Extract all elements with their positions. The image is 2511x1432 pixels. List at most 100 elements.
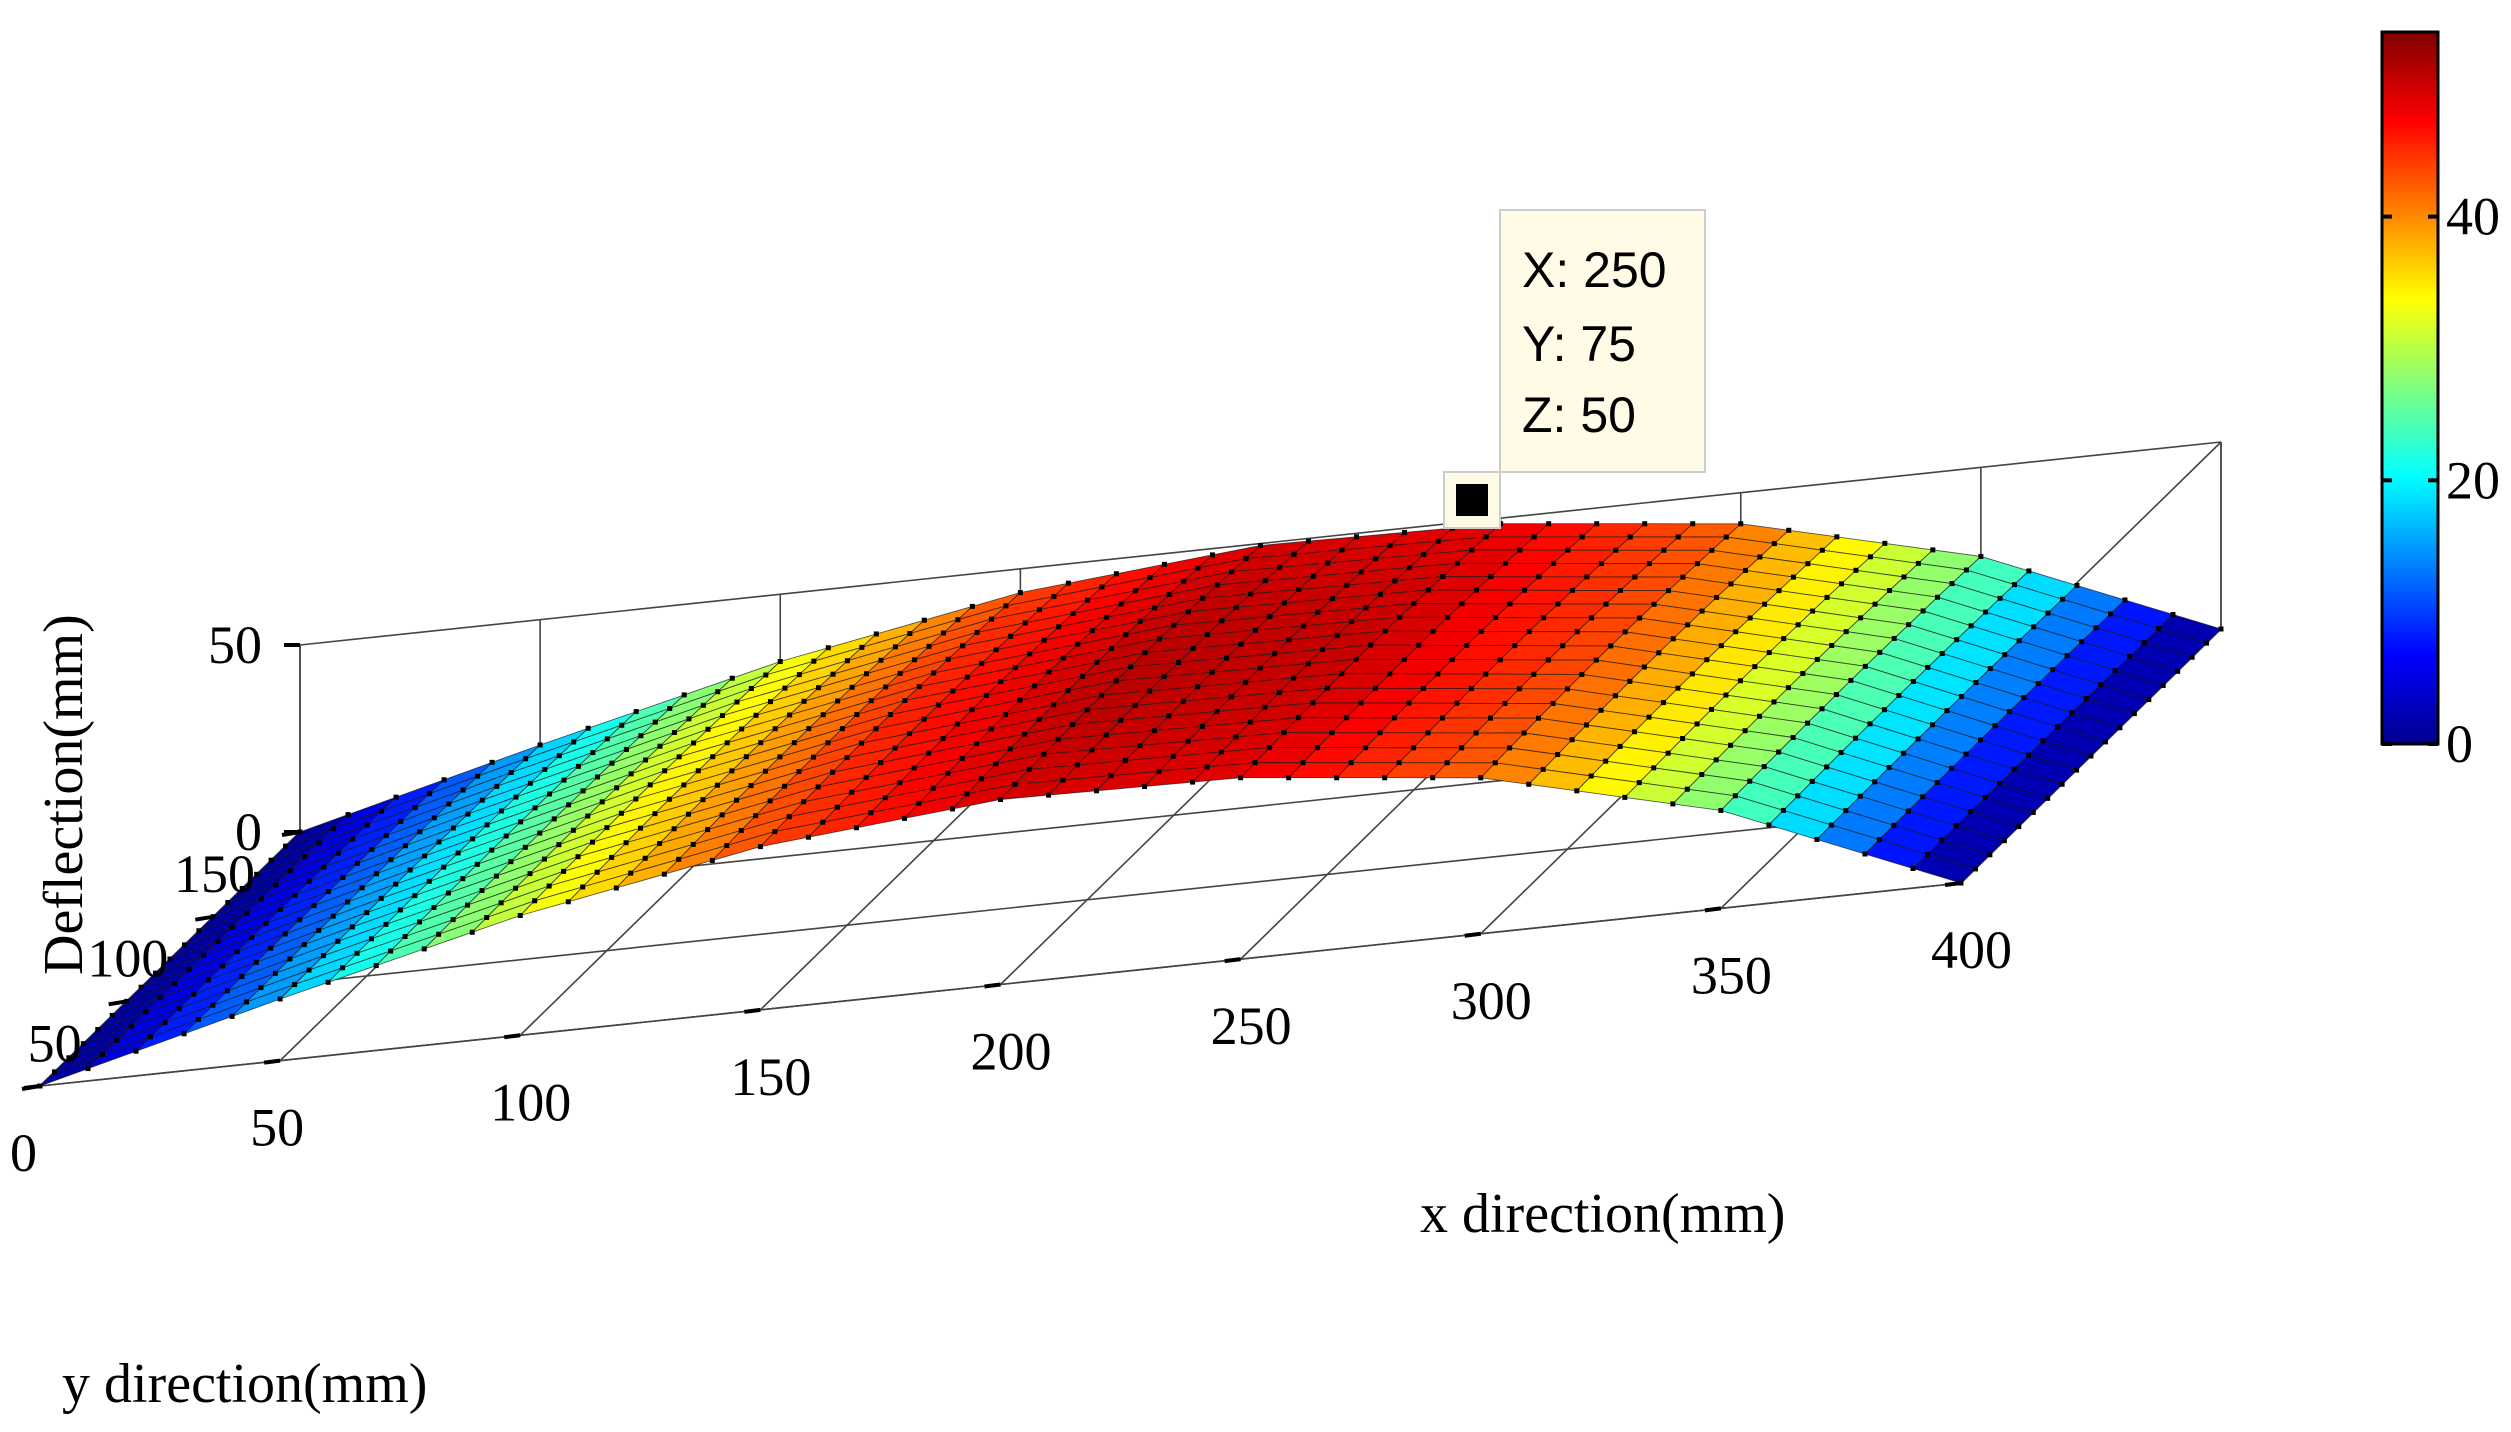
surface-node bbox=[532, 805, 538, 811]
surface-node bbox=[518, 819, 524, 825]
surface-node bbox=[1060, 655, 1066, 661]
surface-node bbox=[988, 616, 994, 622]
surface-node bbox=[1958, 694, 1964, 700]
surface-node bbox=[806, 726, 812, 732]
surface-node bbox=[80, 1041, 86, 1047]
surface-node bbox=[109, 1012, 115, 1018]
surface-node bbox=[1209, 552, 1215, 558]
surface-node bbox=[1492, 760, 1498, 766]
surface-node bbox=[873, 726, 879, 732]
surface-node bbox=[835, 698, 841, 704]
surface-node bbox=[662, 768, 668, 774]
surface-node bbox=[1262, 578, 1268, 584]
surface-node bbox=[878, 760, 884, 766]
datatip-y: Y: 75 bbox=[1522, 316, 1636, 372]
surface-node bbox=[2189, 654, 2195, 660]
surface-node bbox=[465, 902, 471, 908]
surface-node bbox=[1526, 781, 1532, 787]
surface-node bbox=[402, 933, 408, 939]
surface-node bbox=[1368, 642, 1374, 648]
surface-node bbox=[402, 843, 408, 849]
surface-node bbox=[1757, 713, 1763, 719]
surface-node bbox=[1983, 609, 1989, 615]
surface-node bbox=[1459, 601, 1465, 607]
surface-node bbox=[772, 829, 778, 835]
surface-node bbox=[1910, 865, 1916, 871]
surface-node bbox=[412, 893, 418, 899]
surface-node bbox=[801, 698, 807, 704]
surface-node bbox=[1737, 678, 1743, 684]
surface-node bbox=[1156, 636, 1162, 642]
surface-node bbox=[1790, 574, 1796, 580]
surface-node bbox=[1267, 614, 1273, 620]
surface-node bbox=[1344, 582, 1350, 588]
x-tick-label: 50 bbox=[250, 1098, 304, 1158]
surface-node bbox=[1421, 551, 1427, 557]
surface-node bbox=[1910, 678, 1916, 684]
surface-node bbox=[849, 789, 855, 795]
surface-node bbox=[695, 768, 701, 774]
surface-node bbox=[964, 674, 970, 680]
surface-node bbox=[2098, 682, 2104, 688]
surface-node bbox=[686, 811, 692, 817]
surface-node bbox=[1026, 766, 1032, 772]
surface-node bbox=[1277, 564, 1283, 570]
x-tick-label: 350 bbox=[1691, 945, 1772, 1005]
surface-node bbox=[349, 924, 355, 930]
surface-node bbox=[244, 999, 250, 1005]
surface-node bbox=[969, 603, 975, 609]
surface-node bbox=[1507, 601, 1513, 607]
surface-node bbox=[1214, 582, 1220, 588]
surface-node bbox=[1003, 603, 1009, 609]
surface-node bbox=[1858, 615, 1864, 621]
surface-node bbox=[1170, 753, 1176, 759]
surface-node bbox=[1190, 645, 1196, 651]
surface-node bbox=[2146, 697, 2152, 703]
surface-node bbox=[1915, 560, 1921, 566]
surface-node bbox=[1742, 728, 1748, 734]
surface-node bbox=[1051, 702, 1057, 708]
surface-node bbox=[734, 797, 740, 803]
surface-node bbox=[1665, 750, 1671, 756]
surface-node bbox=[1656, 650, 1662, 656]
surface-node bbox=[2131, 711, 2137, 717]
surface-node bbox=[643, 757, 649, 763]
surface-node bbox=[1046, 792, 1052, 798]
surface-node bbox=[277, 996, 283, 1002]
surface-node bbox=[455, 850, 461, 856]
surface-node bbox=[1382, 775, 1388, 781]
surface-node bbox=[791, 740, 797, 746]
surface-node bbox=[1675, 534, 1681, 540]
surface-node bbox=[479, 888, 485, 894]
surface-node bbox=[1862, 663, 1868, 669]
surface-node bbox=[1248, 591, 1254, 597]
surface-node bbox=[719, 713, 725, 719]
surface-node bbox=[1935, 594, 1941, 600]
surface-node bbox=[436, 839, 442, 845]
surface-node bbox=[340, 965, 346, 971]
surface-node bbox=[623, 840, 629, 846]
surface-node bbox=[594, 869, 600, 875]
surface-node bbox=[772, 726, 778, 732]
surface-node bbox=[691, 740, 697, 746]
surface-node bbox=[729, 675, 735, 681]
surface-node bbox=[1939, 651, 1945, 657]
surface-node bbox=[258, 896, 264, 902]
surface-node bbox=[1762, 601, 1768, 607]
surface-node bbox=[1445, 614, 1451, 620]
surface-node bbox=[1118, 601, 1124, 607]
surface-node bbox=[181, 942, 187, 948]
datatip[interactable]: X: 250 Y: 75 Z: 50 bbox=[1443, 209, 1706, 529]
surface-node bbox=[1786, 527, 1792, 533]
x-tick bbox=[744, 1007, 761, 1014]
surface-node bbox=[493, 873, 499, 879]
surface-node bbox=[2088, 753, 2094, 759]
surface-node bbox=[1574, 629, 1580, 635]
surface-node bbox=[1176, 659, 1182, 665]
surface-node bbox=[431, 904, 437, 910]
surface-node bbox=[335, 850, 341, 856]
surface-node bbox=[1738, 521, 1744, 527]
surface-node bbox=[998, 796, 1003, 802]
surface-node bbox=[2026, 568, 2032, 574]
surface-node bbox=[1843, 629, 1849, 635]
